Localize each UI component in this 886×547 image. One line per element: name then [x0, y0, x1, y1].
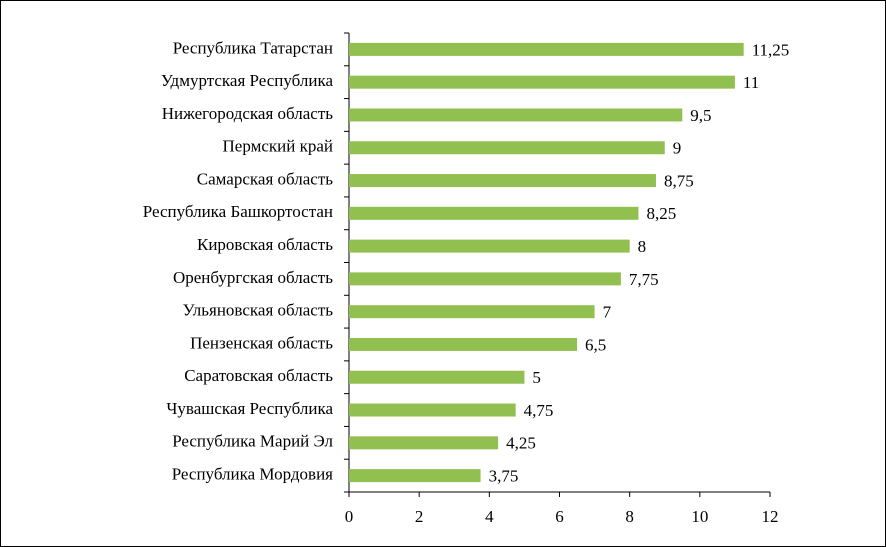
bar: [349, 370, 525, 384]
bar: [349, 469, 481, 483]
x-tick-label: 6: [555, 507, 564, 526]
bar: [349, 239, 630, 253]
x-tick-label: 0: [345, 507, 354, 526]
value-label: 7,75: [629, 270, 659, 289]
category-label: Нижегородская область: [162, 104, 334, 123]
category-label: Удмуртская Республика: [161, 71, 334, 90]
category-label: Саратовская область: [184, 366, 333, 385]
category-label: Оренбургская область: [173, 268, 333, 287]
value-label: 8,25: [646, 204, 676, 223]
value-label: 9,5: [690, 106, 711, 125]
bar: [349, 141, 665, 155]
value-label: 11: [743, 73, 759, 92]
x-tick-label: 8: [625, 507, 634, 526]
category-label: Самарская область: [197, 169, 333, 188]
x-tick-label: 2: [415, 507, 424, 526]
x-tick-label: 10: [691, 507, 708, 526]
value-label: 8,75: [664, 171, 694, 190]
value-label: 8: [638, 237, 647, 256]
bar: [349, 305, 595, 319]
value-label: 4,75: [524, 401, 554, 420]
category-label: Республика Мордовия: [172, 465, 333, 484]
bar: [349, 174, 656, 188]
bar: [349, 403, 516, 417]
category-label: Республика Марий Эл: [172, 432, 333, 451]
category-label: Пермский край: [223, 137, 333, 156]
x-tick-label: 4: [485, 507, 494, 526]
category-label: Кировская область: [197, 235, 333, 254]
value-label: 3,75: [489, 467, 519, 486]
bar: [349, 206, 639, 220]
category-label: Ульяновская область: [183, 301, 334, 320]
value-label: 9: [673, 139, 682, 158]
bar: [349, 272, 621, 286]
value-label: 6,5: [585, 335, 606, 354]
bar: [349, 108, 683, 122]
value-label: 11,25: [752, 40, 790, 59]
bar: [349, 75, 735, 89]
category-label: Пензенская область: [190, 333, 333, 352]
x-tick-label: 12: [762, 507, 779, 526]
bar: [349, 436, 499, 450]
bar: [349, 42, 744, 56]
category-label: Республика Башкортостан: [143, 202, 333, 221]
value-label: 7: [603, 303, 612, 322]
category-label: Республика Татарстан: [173, 38, 333, 57]
category-label: Чувашская Республика: [166, 399, 333, 418]
value-label: 5: [532, 368, 541, 387]
bar: [349, 337, 578, 351]
value-label: 4,25: [506, 434, 536, 453]
